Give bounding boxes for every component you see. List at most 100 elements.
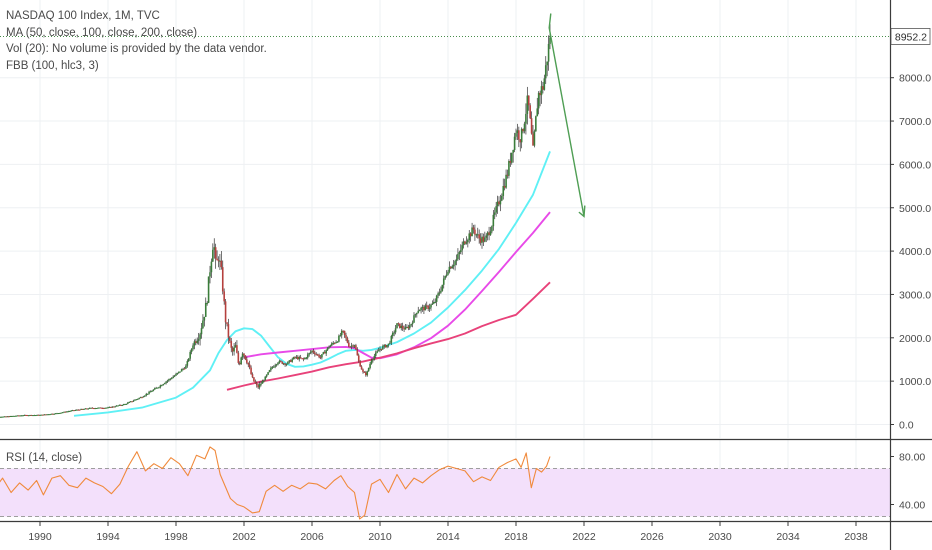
last-price-label: 8952.2 <box>895 31 927 43</box>
candle <box>2 416 4 418</box>
candle <box>305 357 308 359</box>
candle <box>374 352 377 356</box>
candle <box>390 335 393 343</box>
candle <box>214 247 217 259</box>
candle <box>173 375 176 377</box>
candle <box>66 411 68 413</box>
candle <box>213 247 216 250</box>
candle <box>464 241 466 244</box>
x-tick-label: 1994 <box>96 531 120 543</box>
candle <box>110 406 112 408</box>
candle <box>328 347 330 349</box>
candle <box>17 415 20 417</box>
candle <box>322 352 325 355</box>
x-tick-label: 2018 <box>504 531 528 543</box>
candle <box>125 403 128 405</box>
candle <box>489 231 492 236</box>
candle <box>212 249 214 262</box>
candle <box>32 415 34 417</box>
candle <box>302 358 305 360</box>
candle <box>413 315 415 323</box>
candle <box>47 414 50 416</box>
candle <box>370 360 373 364</box>
candle <box>529 105 531 119</box>
candle <box>396 323 398 329</box>
candle <box>40 414 43 416</box>
candle <box>515 133 517 137</box>
candle <box>206 302 208 304</box>
candle <box>98 407 101 409</box>
candle <box>254 381 257 384</box>
candle <box>231 347 234 352</box>
candle <box>365 372 367 376</box>
candle <box>0 416 2 418</box>
candle <box>501 195 503 201</box>
candle <box>234 345 237 348</box>
candle <box>380 348 383 350</box>
candle <box>447 271 449 275</box>
candle <box>139 397 142 399</box>
candle <box>331 343 333 346</box>
candle <box>471 227 473 237</box>
candle <box>484 237 486 242</box>
candle <box>241 353 244 358</box>
candle <box>367 368 370 372</box>
candle <box>362 369 364 372</box>
candle <box>166 380 169 382</box>
candle <box>224 301 227 323</box>
candle <box>23 414 26 416</box>
candle <box>513 136 516 151</box>
candle <box>461 245 463 251</box>
candle <box>51 413 54 415</box>
candle <box>485 235 488 238</box>
candle <box>386 344 388 348</box>
candle <box>60 412 63 414</box>
candle <box>444 275 446 279</box>
candle <box>101 407 104 409</box>
candle <box>301 358 303 360</box>
candle <box>43 414 46 416</box>
trend-arrow-line[interactable] <box>548 13 585 217</box>
rsi-legend[interactable]: RSI (14, close) <box>6 452 83 464</box>
candle <box>417 310 420 313</box>
candle <box>263 380 265 382</box>
candle <box>261 381 264 384</box>
candle <box>288 360 291 362</box>
x-tick-label: 2022 <box>572 531 596 543</box>
candle <box>30 414 33 416</box>
candle <box>134 399 136 401</box>
candle <box>172 376 174 379</box>
candle <box>220 260 223 268</box>
candle <box>397 323 400 325</box>
legend-fbb[interactable]: FBB (100, hlc3, 3) <box>6 59 99 72</box>
x-tick-label: 2014 <box>436 531 460 543</box>
candle <box>180 369 183 372</box>
candle <box>495 206 497 213</box>
ma-line-1 <box>73 151 551 417</box>
candle <box>457 254 459 260</box>
candle <box>459 250 462 253</box>
candle <box>93 408 95 410</box>
candle <box>219 260 221 262</box>
last-price-badge <box>890 28 931 45</box>
legend-vol[interactable]: Vol (20): No volume is provided by the d… <box>6 43 267 55</box>
candle <box>20 415 23 417</box>
trend-arrow-head[interactable] <box>578 205 586 218</box>
candle <box>118 404 121 406</box>
candle <box>308 353 310 355</box>
candle <box>250 367 252 375</box>
legend-ma[interactable]: MA (50, close, 100, close, 200, close) <box>6 26 198 39</box>
y-tick-label: 7000.0 <box>899 116 931 128</box>
candle <box>84 408 87 410</box>
x-tick-label: 2026 <box>640 531 664 543</box>
y-tick-label: 3000.0 <box>899 289 931 301</box>
candle <box>414 314 417 316</box>
candle <box>25 414 27 416</box>
candle <box>428 307 431 309</box>
candle <box>200 328 203 335</box>
x-tick-label: 1990 <box>28 531 52 543</box>
candle <box>522 129 524 132</box>
